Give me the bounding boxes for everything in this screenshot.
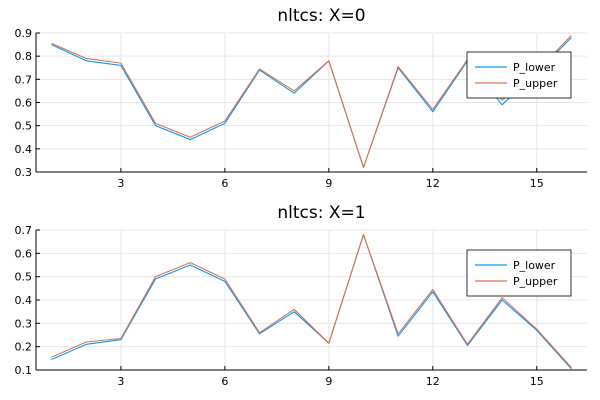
- x-tick-label: 6: [221, 177, 228, 190]
- chart-panel-1: nltcs: X=0 3 6 9 12 15 0.3 0.4 0.5 0.6 0.7 0.8 0.9 P_…: [15, 6, 587, 190]
- chart-panel-2: nltcs: X=1 3 6 9 12 15 0.1 0.2 0.3 0.4 0.5 0.6 0.7 P_…: [15, 203, 587, 388]
- x-tick-label: 9: [325, 375, 332, 388]
- legend: P_lower P_upper: [466, 51, 572, 99]
- y-tick-label: 0.3: [15, 317, 33, 330]
- y-tick-label: 0.6: [15, 97, 33, 110]
- legend-box: [466, 249, 572, 297]
- y-tick-label: 0.9: [15, 27, 33, 40]
- y-tick-label: 0.2: [15, 341, 33, 354]
- x-tick-label: 3: [117, 177, 124, 190]
- legend-label: P_lower: [513, 259, 556, 272]
- y-tick-label: 0.1: [15, 364, 33, 377]
- legend-label: P_lower: [513, 61, 556, 74]
- chart-title: nltcs: X=0: [277, 6, 365, 26]
- y-tick-label: 0.7: [15, 224, 33, 237]
- x-tick-label: 6: [221, 375, 228, 388]
- x-tick-label: 15: [530, 177, 544, 190]
- series-line-p-lower: [51, 234, 572, 370]
- y-tick-label: 0.3: [15, 166, 33, 179]
- legend-box: [466, 51, 572, 99]
- chart-title: nltcs: X=1: [277, 203, 365, 223]
- x-tick-label: 15: [530, 375, 544, 388]
- series-line-p-upper: [51, 234, 572, 369]
- x-tick-label: 3: [117, 375, 124, 388]
- x-tick-label: 9: [325, 177, 332, 190]
- legend: P_lower P_upper: [466, 249, 572, 297]
- legend-label: P_upper: [513, 77, 558, 90]
- y-tick-label: 0.7: [15, 73, 33, 86]
- x-tick-label: 12: [426, 375, 440, 388]
- y-tick-label: 0.5: [15, 120, 33, 133]
- y-tick-label: 0.6: [15, 247, 33, 260]
- x-tick-label: 12: [426, 177, 440, 190]
- y-tick-label: 0.4: [15, 143, 33, 156]
- y-tick-label: 0.8: [15, 50, 33, 63]
- legend-label: P_upper: [513, 275, 558, 288]
- y-tick-label: 0.4: [15, 294, 33, 307]
- y-tick-label: 0.5: [15, 271, 33, 284]
